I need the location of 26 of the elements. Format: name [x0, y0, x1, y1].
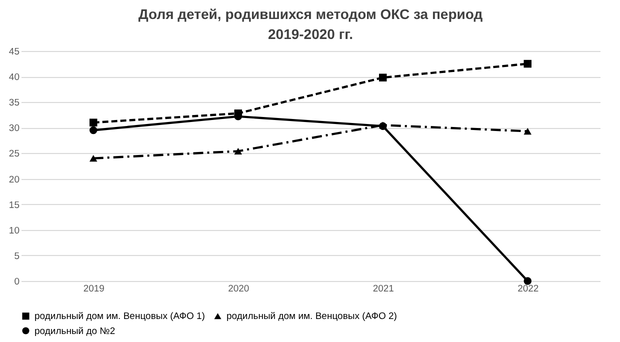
point — [90, 126, 98, 134]
point — [90, 118, 98, 126]
y-tick-label: 5 — [14, 250, 20, 262]
point — [379, 74, 387, 82]
y-tick-label: 10 — [8, 225, 20, 236]
legend-label: родильный дом им. Венцовых (АФО 1) — [34, 311, 205, 322]
y-tick-label: 30 — [8, 123, 20, 134]
x-tick-label: 2019 — [83, 284, 104, 294]
x-tick-label: 2020 — [228, 284, 250, 294]
y-tick-label: 25 — [8, 148, 20, 160]
y-tick-label: 45 — [8, 46, 20, 58]
y-tick-label: 40 — [8, 72, 20, 84]
point — [90, 154, 98, 162]
y-tick-label: 15 — [8, 200, 20, 211]
legend-label: родильный дом им. Венцовых (АФО 2) — [226, 311, 397, 322]
y-tick-label: 0 — [14, 276, 20, 288]
y-tick-label: 35 — [8, 98, 20, 109]
point — [524, 277, 532, 285]
x-tick-label: 2021 — [372, 284, 394, 294]
x-tick-label: 2022 — [518, 284, 539, 294]
chart-title: Доля детей, родившихся методом ОКС за период 2019-2020 гг. — [138, 6, 483, 42]
point — [234, 148, 242, 155]
legend-label: родильный до №2 — [34, 326, 116, 337]
point — [524, 60, 532, 68]
point — [524, 128, 532, 135]
y-tick-label: 20 — [8, 174, 20, 186]
